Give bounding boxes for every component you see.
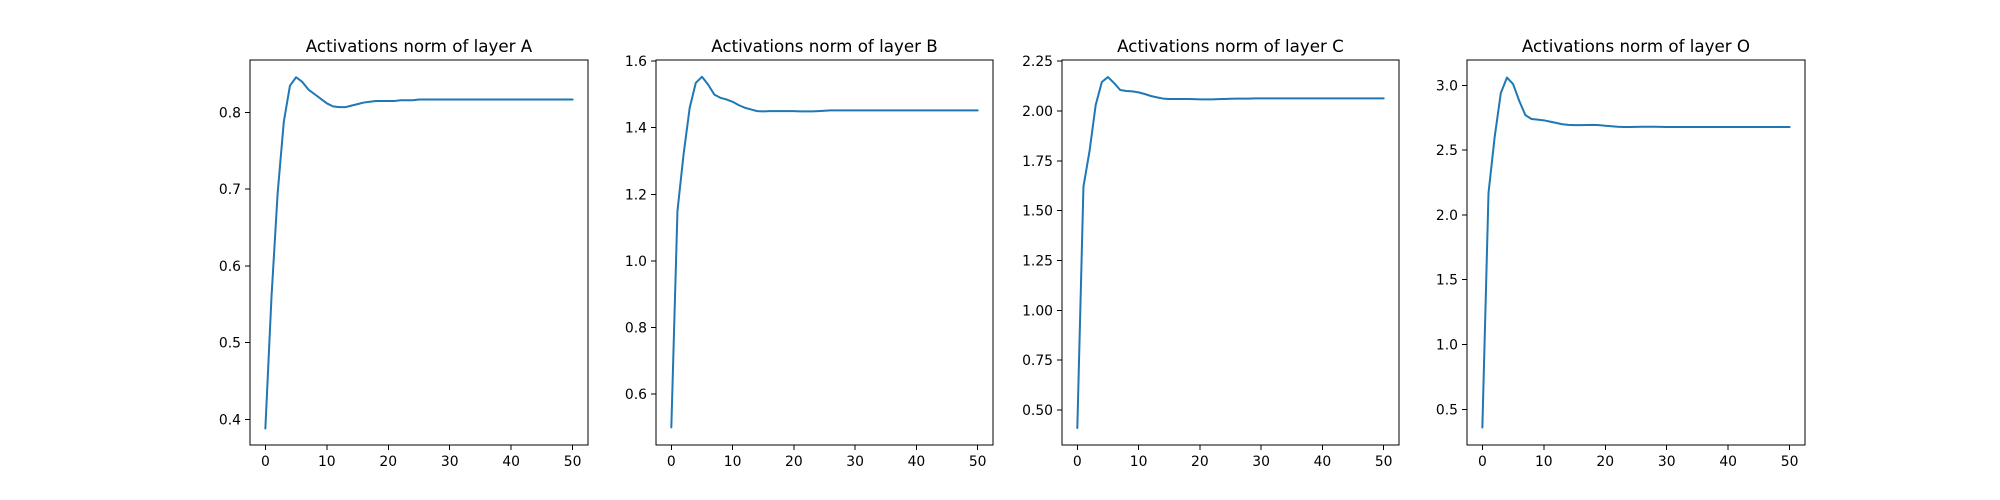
y-tick-label: 0.6	[625, 387, 647, 403]
x-tick-label: 30	[846, 454, 864, 470]
series-line-layer-c	[1076, 76, 1385, 429]
axes-frame-layer-b	[655, 59, 994, 446]
y-tick-label: 0.6	[219, 259, 241, 275]
x-tick-label: 0	[1073, 454, 1082, 470]
axes-frame-layer-o	[1466, 59, 1806, 446]
x-tick-label: 10	[724, 454, 742, 470]
axes-frame-layer-c	[1061, 59, 1400, 446]
y-tick-label: 1.0	[625, 254, 647, 270]
y-tick-label: 0.50	[1022, 403, 1053, 419]
subplot-layer-c: 0 10 20 30 40 50 0.50 0.75 1.00 1.25 1.50 1.75 2.00 2…	[1022, 36, 1400, 470]
y-tick-label: 0.7	[219, 182, 241, 198]
x-tick-label: 40	[1719, 454, 1737, 470]
x-tick-label: 10	[1130, 454, 1148, 470]
subplot-layer-o: 0 10 20 30 40 50 0.5 1.0 1.5 2.0 2.5 3.0 Activations…	[1436, 36, 1806, 470]
x-tick-label: 0	[667, 454, 676, 470]
x-tick-label: 30	[1252, 454, 1270, 470]
y-tick-label: 1.00	[1022, 303, 1053, 319]
x-tick-label: 20	[379, 454, 397, 470]
y-tick-label: 3.0	[1436, 78, 1458, 94]
x-tick-label: 50	[564, 454, 582, 470]
y-tick-label: 0.5	[1436, 402, 1458, 418]
series-line-layer-b	[670, 75, 979, 429]
y-tick-label: 2.00	[1022, 104, 1053, 120]
x-tick-label: 20	[1191, 454, 1209, 470]
y-tick-label: 0.5	[219, 336, 241, 352]
x-tick-label: 30	[1658, 454, 1676, 470]
y-tick-label: 1.4	[625, 121, 647, 137]
x-tick-label: 20	[785, 454, 803, 470]
plot-title-layer-a: Activations norm of layer A	[306, 36, 533, 56]
subplot-layer-b: 0 10 20 30 40 50 0.6 0.8 1.0 1.2 1.4 1.6 Activations…	[625, 36, 994, 470]
y-tick-label: 1.5	[1436, 273, 1458, 289]
x-tick-label: 40	[502, 454, 520, 470]
y-tick-label: 1.50	[1022, 204, 1053, 220]
y-tick-label: 1.25	[1022, 253, 1053, 269]
y-tick-label: 1.6	[625, 54, 647, 70]
x-tick-label: 50	[1375, 454, 1393, 470]
x-tick-label: 20	[1596, 454, 1614, 470]
y-tick-label: 0.4	[219, 412, 241, 428]
y-tick-label: 1.2	[625, 187, 647, 203]
plot-title-layer-o: Activations norm of layer O	[1522, 36, 1750, 56]
x-tick-label: 30	[441, 454, 459, 470]
x-tick-label: 40	[1314, 454, 1332, 470]
y-tick-label: 1.0	[1436, 338, 1458, 354]
plot-title-layer-c: Activations norm of layer C	[1117, 36, 1344, 56]
y-tick-label: 2.5	[1436, 143, 1458, 159]
x-tick-label: 0	[1478, 454, 1487, 470]
y-tick-label: 2.0	[1436, 208, 1458, 224]
x-tick-label: 50	[969, 454, 987, 470]
x-tick-label: 0	[261, 454, 270, 470]
plot-title-layer-b: Activations norm of layer B	[711, 36, 937, 56]
y-tick-label: 0.8	[219, 106, 241, 122]
x-tick-label: 50	[1781, 454, 1799, 470]
y-tick-label: 0.8	[625, 320, 647, 336]
x-tick-label: 10	[318, 454, 336, 470]
subplot-layer-a: 0 10 20 30 40 50 0.4 0.5 0.6 0.7 0.8 Activations no…	[219, 36, 589, 470]
axes-frame-layer-a	[249, 59, 589, 446]
y-tick-label: 1.75	[1022, 154, 1053, 170]
y-tick-label: 2.25	[1022, 54, 1053, 70]
series-line-layer-a	[264, 76, 574, 430]
y-tick-label: 0.75	[1022, 353, 1053, 369]
series-line-layer-o	[1481, 76, 1791, 429]
x-tick-label: 10	[1535, 454, 1553, 470]
x-tick-label: 40	[908, 454, 926, 470]
